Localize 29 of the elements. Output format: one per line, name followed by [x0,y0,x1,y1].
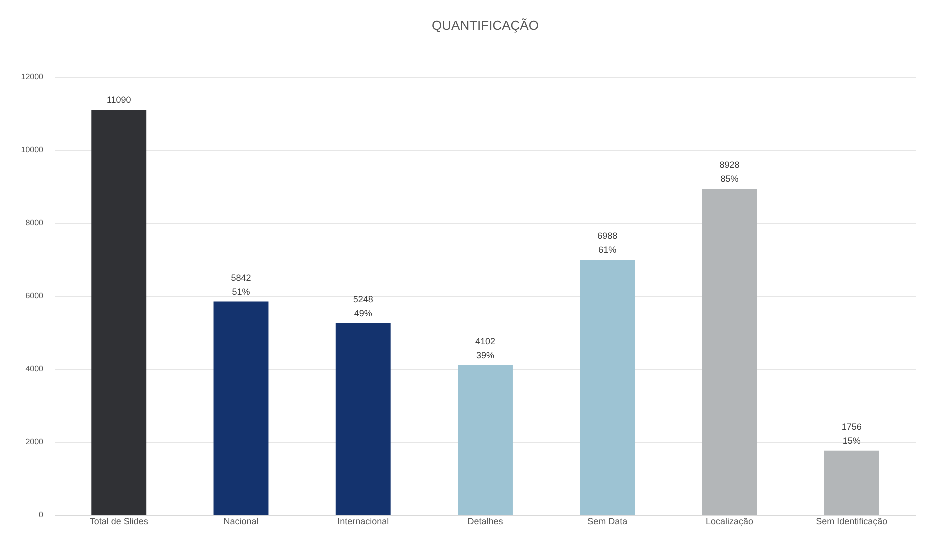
bar [824,450,880,515]
x-tick-label: Sem Identificação [816,516,888,526]
bar [336,323,391,515]
y-tick-label: 10000 [21,146,44,154]
y-tick-label: 8000 [26,218,44,228]
bar [92,110,147,515]
bar [458,365,513,515]
bar [702,189,758,515]
text: 1756 15% [842,422,862,446]
data-label: 11090 [106,95,132,106]
text: 4102 39% [475,336,496,360]
text: 5248 49% [353,294,374,318]
chart-title: QUANTIFICAÇÃO [432,18,539,33]
y-tick-label: 0 [39,510,44,520]
text: 6988 61% [598,230,618,255]
bar [580,260,636,515]
x-tick-label: Localização [706,516,754,526]
bar [214,302,269,515]
text: 5842 51% [231,272,252,297]
x-tick-label: Internacional [338,516,390,526]
y-tick-label: 2000 [26,438,44,446]
text: 8928 85% [720,160,740,184]
x-tick-label: Sem Data [588,516,628,526]
x-tick-label: Total de Slides [90,516,149,526]
x-tick-label: Nacional [224,516,259,526]
x-tick-label: Detalhes [468,516,504,526]
y-tick-label: 4000 [26,364,44,374]
y-tick-label: 12000 [21,72,44,82]
y-tick-label: 6000 [26,292,44,300]
